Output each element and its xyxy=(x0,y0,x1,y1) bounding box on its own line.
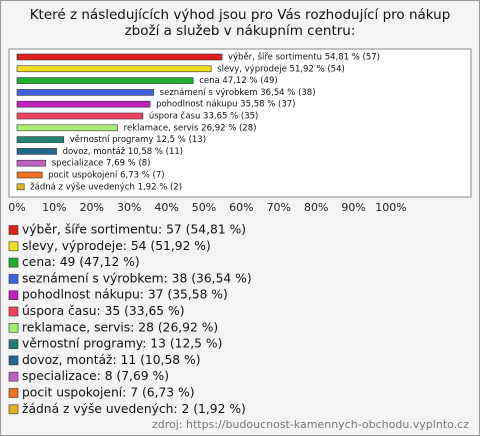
data-label: reklamace, servis 26,92 % (28) xyxy=(124,123,257,133)
data-label: dovoz, montáž 10,58 % (11) xyxy=(63,147,184,157)
data-label: výběr, šíře sortimentu 54,81 % (57) xyxy=(228,52,380,63)
data-label: specializace 7,69 % (8) xyxy=(52,159,151,169)
legend-swatch xyxy=(8,225,19,235)
legend-swatch xyxy=(8,404,19,415)
bar xyxy=(16,53,223,61)
x-tick-label: 50% xyxy=(192,201,216,214)
bar xyxy=(16,100,151,108)
data-label: pohodlnost nákupu 35,58 % (37) xyxy=(156,100,295,110)
legend-label: výběr, šíře sortimentu: 57 (54,81 %) xyxy=(22,223,246,237)
legend-label: úspora času: 35 (33,65 %) xyxy=(22,304,185,318)
bar xyxy=(16,89,154,96)
data-label: seznámení s výrobkem 36,54 % (38) xyxy=(160,88,316,98)
plot-area xyxy=(8,48,472,198)
bar xyxy=(16,159,47,167)
legend-label: pohodlnost nákupu: 37 (35,58 %) xyxy=(22,288,228,302)
source: zdroj: https://budoucnost-kamennych-obch… xyxy=(152,418,469,431)
legend-swatch xyxy=(8,257,19,268)
data-label: cena 47,12 % (49) xyxy=(199,76,277,86)
x-tick-label: 30% xyxy=(117,201,141,214)
legend-swatch xyxy=(8,371,19,382)
x-tick-label: 40% xyxy=(154,201,178,214)
bar xyxy=(16,136,65,143)
data-label: žádná z výše uvedených 1,92 % (2) xyxy=(30,181,182,192)
x-tick-label: 0% xyxy=(8,201,25,214)
chart-title: Které z následujících výhod jsou pro Vás… xyxy=(29,7,451,39)
legend-label: seznámení s výrobkem: 38 (36,54 %) xyxy=(22,271,252,285)
x-tick-label: 60% xyxy=(229,201,253,214)
data-label: slevy, výprodeje 51,92 % (54) xyxy=(217,64,345,74)
legend-label: žádná z výše uvedených: 2 (1,92 %) xyxy=(22,402,246,416)
x-tick-label: 20% xyxy=(80,201,104,214)
legend-label: cena: 49 (47,12 %) xyxy=(22,255,140,269)
legend-label: slevy, výprodeje: 54 (51,92 %) xyxy=(22,239,211,253)
bar xyxy=(16,171,43,179)
bar xyxy=(16,183,25,191)
legend-label: specializace: 8 (7,69 %) xyxy=(22,369,169,383)
legend-swatch xyxy=(8,339,19,349)
legend-swatch xyxy=(8,274,19,284)
legend-swatch xyxy=(8,388,19,398)
bar xyxy=(16,65,212,73)
x-tick-label: 90% xyxy=(341,201,365,214)
x-tick-label: 80% xyxy=(304,201,328,214)
legend-swatch xyxy=(8,306,19,317)
legend-label: věrnostní programy: 13 (12,5 %) xyxy=(22,337,222,351)
x-tick-label: 10% xyxy=(42,201,66,214)
bar xyxy=(16,124,118,132)
legend-swatch xyxy=(8,290,19,301)
legend-swatch xyxy=(8,322,19,333)
bar xyxy=(16,77,194,84)
x-tick-label: 70% xyxy=(267,201,291,214)
legend-label: reklamace, servis: 28 (26,92 %) xyxy=(22,320,218,334)
x-tick-label: 100% xyxy=(375,201,406,214)
bar xyxy=(16,148,57,155)
data-label: pocit uspokojení 6,73 % (7) xyxy=(48,171,164,181)
legend-label: dovoz, montáž: 11 (10,58 %) xyxy=(22,353,201,367)
legend-swatch xyxy=(8,241,19,252)
data-label: věrnostní programy 12,5 % (13) xyxy=(70,135,206,145)
data-label: úspora času 33,65 % (35) xyxy=(149,111,258,122)
legend-label: pocit uspokojení: 7 (6,73 %) xyxy=(22,386,195,400)
legend-swatch xyxy=(8,355,19,366)
bar xyxy=(16,112,144,120)
